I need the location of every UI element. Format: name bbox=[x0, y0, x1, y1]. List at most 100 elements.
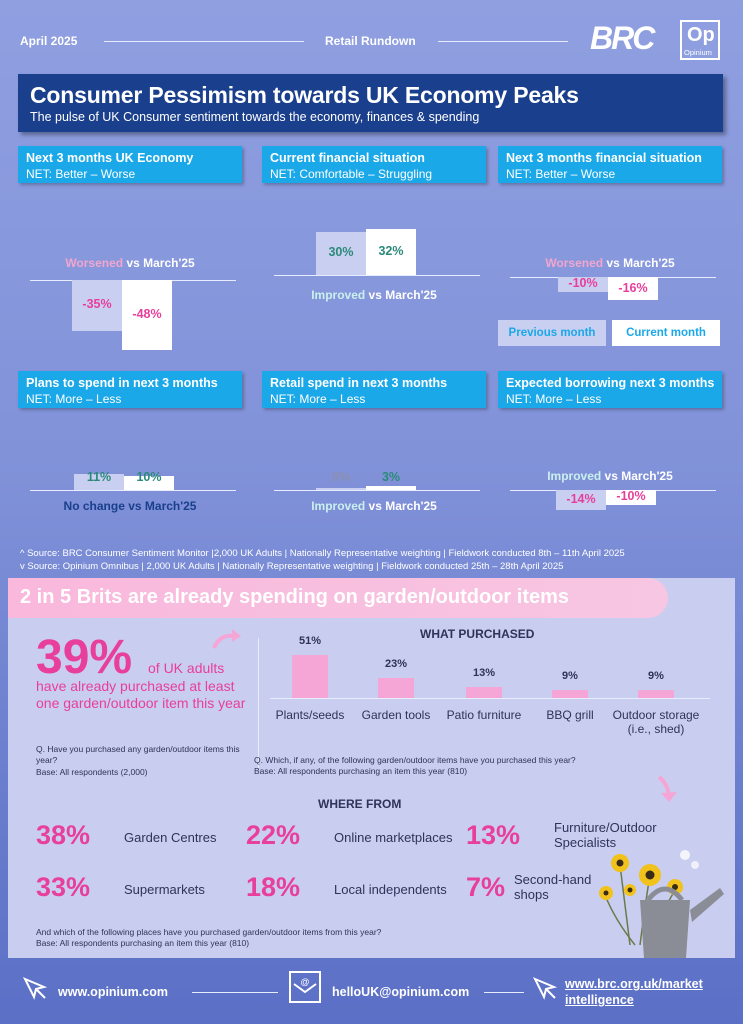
chart-axis bbox=[274, 275, 480, 276]
where-pct: 33% bbox=[36, 872, 91, 902]
bar-label: 3% bbox=[381, 470, 401, 484]
category-box: Current financial situation NET: Comforta… bbox=[262, 146, 486, 183]
source-line-2: v Source: Opinium Omnibus | 2,000 UK Adu… bbox=[20, 561, 564, 572]
purchase-bar bbox=[466, 686, 502, 698]
bar-label: -48% bbox=[132, 306, 162, 321]
header-divider bbox=[104, 41, 304, 42]
legend-previous: Previous month bbox=[498, 320, 606, 346]
caption-status: Worsened bbox=[545, 256, 604, 270]
where-label: Furniture/Outdoor Specialists bbox=[554, 820, 657, 850]
email-link[interactable]: helloUK@opinium.com bbox=[332, 985, 470, 999]
bar-label: -16% bbox=[618, 280, 648, 295]
headline-box: Consumer Pessimism towards UK Economy Pe… bbox=[18, 74, 723, 132]
opinium-logo: Op Opinium bbox=[680, 20, 720, 60]
garden-banner: 2 in 5 Brits are already spending on gar… bbox=[8, 578, 668, 618]
cursor-icon bbox=[22, 977, 48, 1000]
garden-banner-text: 2 in 5 Brits are already spending on gar… bbox=[20, 586, 570, 608]
category-subtitle: NET: Better – Worse bbox=[26, 167, 136, 181]
headline-subtitle: The pulse of UK Consumer sentiment towar… bbox=[30, 110, 480, 124]
chart-caption: No change vs March'25 bbox=[24, 499, 236, 513]
category-title: Next 3 months UK Economy bbox=[26, 151, 194, 165]
where-pct: 38% bbox=[36, 820, 91, 850]
purchase-bar bbox=[638, 690, 674, 698]
what-purchased-axis bbox=[270, 698, 710, 699]
bar-label: 0% bbox=[331, 470, 351, 484]
bar-current bbox=[366, 228, 416, 275]
category-title: Expected borrowing next 3 months bbox=[506, 376, 715, 390]
purchase-bar bbox=[552, 690, 588, 698]
chart-axis bbox=[30, 490, 236, 491]
purchase-value: 51% bbox=[298, 634, 322, 647]
chart-caption: Improved vs March'25 bbox=[268, 499, 480, 513]
caption-rest: vs March'25 bbox=[365, 288, 437, 302]
where-label: Second-hand shops bbox=[514, 872, 592, 902]
question-2: Q. Which, if any, of the following garde… bbox=[254, 755, 576, 765]
category-subtitle: NET: Comfortable – Struggling bbox=[270, 167, 433, 181]
header-divider bbox=[438, 41, 568, 42]
source-line-1: ^ Source: BRC Consumer Sentiment Monitor… bbox=[20, 548, 625, 559]
category-box: Expected borrowing next 3 months NET: Mor… bbox=[498, 371, 722, 408]
chart-caption: Improved vs March'25 bbox=[268, 288, 480, 302]
where-pct: 13% bbox=[466, 820, 521, 850]
category-subtitle: NET: More – Less bbox=[506, 392, 602, 406]
where-pct: 22% bbox=[246, 820, 301, 850]
big-stat-text-1: of UK adults bbox=[148, 660, 225, 676]
chart-caption: Improved vs March'25 bbox=[504, 469, 716, 483]
caption-status: Improved bbox=[311, 499, 366, 513]
category-box: Plans to spend in next 3 months NET: More… bbox=[18, 371, 242, 408]
category-subtitle: NET: More – Less bbox=[270, 392, 366, 406]
caption-status: Improved bbox=[311, 288, 366, 302]
caption-rest: vs March'25 bbox=[123, 256, 195, 270]
purchase-bar bbox=[292, 654, 328, 698]
category-title: Next 3 months financial situation bbox=[506, 151, 702, 165]
category-box: Retail spend in next 3 months NET: More –… bbox=[262, 371, 486, 408]
bar-label: 11% bbox=[86, 470, 112, 484]
vertical-divider bbox=[258, 638, 259, 768]
brc-logo: BRC bbox=[590, 20, 655, 56]
opinium-website-link[interactable]: www.opinium.com bbox=[58, 985, 168, 999]
purchase-value: 23% bbox=[384, 658, 408, 671]
category-subtitle: NET: Better – Worse bbox=[506, 167, 616, 181]
where-label: Local independents bbox=[334, 882, 447, 897]
caption-status: Worsened bbox=[65, 256, 124, 270]
bar-label: -35% bbox=[82, 297, 112, 312]
category-box: Next 3 months financial situation NET: Be… bbox=[498, 146, 722, 183]
bar-label: 32% bbox=[378, 243, 404, 258]
where-label: Supermarkets bbox=[124, 882, 205, 897]
bar-current bbox=[366, 485, 416, 490]
chart-axis bbox=[274, 490, 480, 491]
bar-current bbox=[124, 475, 174, 490]
brc-link-line-1: www.brc.org.uk/market bbox=[565, 977, 703, 991]
bar-label: -10% bbox=[568, 276, 598, 291]
bar-current bbox=[608, 277, 658, 301]
legend-current: Current month bbox=[612, 320, 720, 346]
caption-status: Improved bbox=[547, 469, 602, 483]
bar-previous bbox=[74, 474, 124, 490]
caption-rest: vs March'25 bbox=[124, 499, 197, 513]
caption-rest: vs March'25 bbox=[365, 499, 437, 513]
big-stat-pct: 39% bbox=[36, 631, 133, 684]
question-2-base: Base: All respondents purchasing an item… bbox=[254, 766, 468, 776]
category-subtitle: NET: More – Less bbox=[26, 392, 122, 406]
where-label: Garden Centres bbox=[124, 830, 217, 845]
bar-previous bbox=[72, 280, 122, 331]
headline-title: Consumer Pessimism towards UK Economy Pe… bbox=[30, 82, 579, 108]
bar-current bbox=[606, 490, 656, 505]
bar-label: 30% bbox=[328, 245, 354, 260]
category-title: Plans to spend in next 3 months bbox=[26, 376, 218, 390]
brc-link[interactable]: www.brc.org.uk/market intelligence bbox=[565, 976, 703, 1008]
purchase-value: 9% bbox=[562, 670, 578, 683]
bar-current bbox=[122, 280, 172, 350]
caption-rest: vs March'25 bbox=[603, 256, 675, 270]
watering-can-icon bbox=[640, 886, 724, 958]
category-title: Retail spend in next 3 months bbox=[270, 376, 448, 390]
caption-rest: vs March'25 bbox=[601, 469, 673, 483]
arrow-icon bbox=[212, 629, 241, 649]
down-arrow-icon bbox=[657, 775, 677, 802]
big-stat-text-2: have already purchased at least one gard… bbox=[36, 678, 246, 711]
purchase-category: Garden tools bbox=[361, 708, 431, 722]
purchase-category: Patio furniture bbox=[446, 708, 522, 722]
bar-previous bbox=[316, 231, 366, 275]
caption-status: No change bbox=[63, 499, 125, 513]
what-purchased-title: WHAT PURCHASED bbox=[420, 627, 535, 641]
